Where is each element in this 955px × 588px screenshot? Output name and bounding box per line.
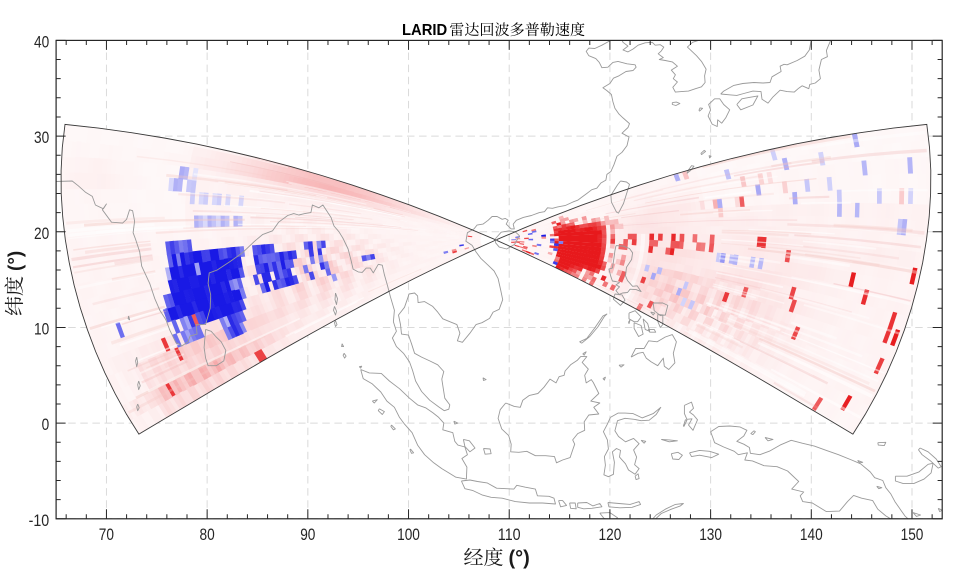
svg-text:80: 80 (200, 526, 215, 544)
svg-text:40: 40 (34, 33, 49, 51)
svg-text:120: 120 (599, 526, 622, 544)
svg-text:70: 70 (99, 526, 114, 544)
svg-text:(°): (°) (6, 251, 27, 271)
svg-text:150: 150 (901, 526, 924, 544)
svg-text:30: 30 (34, 129, 49, 147)
svg-text:LARID: LARID (402, 22, 447, 39)
svg-text:110: 110 (498, 526, 521, 544)
svg-text:140: 140 (800, 526, 823, 544)
svg-text:90: 90 (300, 526, 315, 544)
svg-text:(°): (°) (509, 548, 530, 570)
svg-text:100: 100 (397, 526, 420, 544)
svg-text:-10: -10 (29, 512, 50, 530)
svg-text:10: 10 (34, 320, 49, 338)
svg-text:130: 130 (699, 526, 722, 544)
svg-text:0: 0 (42, 416, 50, 434)
svg-text:20: 20 (34, 225, 49, 243)
